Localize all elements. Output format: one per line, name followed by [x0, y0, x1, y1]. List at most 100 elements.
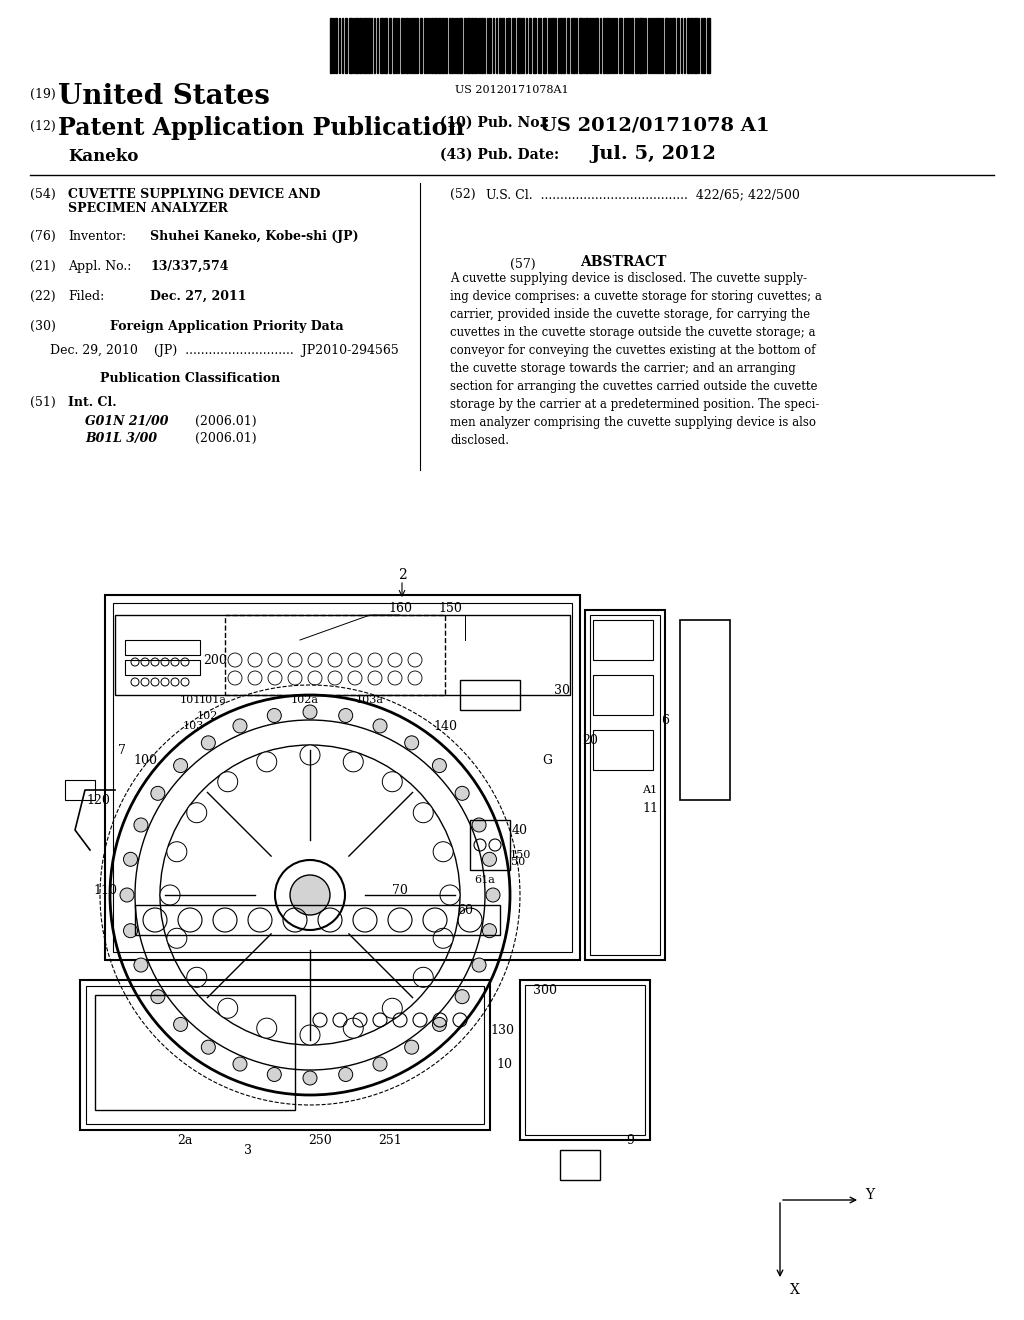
Circle shape [472, 818, 486, 832]
Bar [529, 18, 531, 73]
Bar [691, 18, 693, 73]
Bar [335, 18, 337, 73]
Bar [560, 18, 562, 73]
Bar [543, 18, 546, 73]
Bar [665, 18, 668, 73]
Text: 102a: 102a [291, 696, 319, 705]
Bar [680, 620, 730, 800]
Text: A cuvette supplying device is disclosed. The cuvette supply-
ing device comprise: A cuvette supplying device is disclosed.… [450, 272, 822, 447]
Text: X: X [790, 1283, 800, 1298]
Text: (21): (21) [30, 260, 55, 273]
Bar [95, 995, 295, 1110]
Bar [445, 18, 447, 73]
Text: (51): (51) [30, 396, 55, 409]
Circle shape [134, 958, 147, 972]
Circle shape [218, 998, 238, 1018]
Bar [567, 18, 569, 73]
Bar [438, 18, 441, 73]
Bar [631, 18, 633, 73]
Text: 103a: 103a [356, 696, 384, 705]
Text: 7: 7 [118, 743, 126, 756]
Bar [703, 18, 705, 73]
Bar [593, 730, 653, 770]
Text: 10: 10 [496, 1059, 512, 1072]
Bar [464, 18, 466, 73]
Bar [585, 610, 665, 960]
Circle shape [404, 1040, 419, 1055]
Circle shape [167, 928, 186, 948]
Circle shape [303, 705, 317, 719]
Bar [677, 18, 679, 73]
Bar [380, 18, 383, 73]
Bar [359, 18, 361, 73]
Circle shape [404, 735, 419, 750]
Bar [389, 18, 391, 73]
Text: Filed:: Filed: [68, 290, 104, 304]
Circle shape [339, 709, 352, 722]
Text: (52): (52) [450, 187, 475, 201]
Bar [424, 18, 426, 73]
Bar [86, 986, 484, 1125]
Circle shape [433, 842, 454, 862]
Bar [603, 18, 605, 73]
Circle shape [275, 861, 345, 931]
Bar [65, 780, 95, 800]
Bar [552, 18, 554, 73]
Text: ABSTRACT: ABSTRACT [580, 255, 667, 269]
Circle shape [486, 888, 500, 902]
Text: 160: 160 [388, 602, 412, 615]
Text: (54): (54) [30, 187, 55, 201]
Bar [595, 18, 598, 73]
Circle shape [124, 924, 137, 937]
Text: 101a: 101a [199, 696, 227, 705]
Text: 60: 60 [457, 903, 473, 916]
Bar [135, 906, 500, 935]
Text: B01L 3/00: B01L 3/00 [85, 432, 157, 445]
Circle shape [134, 818, 147, 832]
Circle shape [151, 990, 165, 1003]
Circle shape [267, 709, 282, 722]
Text: 6: 6 [662, 714, 669, 726]
Bar [589, 18, 591, 73]
Bar [80, 979, 490, 1130]
Bar [416, 18, 418, 73]
Text: (10) Pub. No.:: (10) Pub. No.: [440, 116, 549, 129]
Text: 150: 150 [509, 850, 530, 861]
Text: (76): (76) [30, 230, 55, 243]
Text: Patent Application Publication: Patent Application Publication [58, 116, 465, 140]
Text: Int. Cl.: Int. Cl. [68, 396, 117, 409]
Text: (2006.01): (2006.01) [195, 414, 257, 428]
Text: 110: 110 [93, 883, 117, 896]
Text: Jul. 5, 2012: Jul. 5, 2012 [590, 145, 716, 162]
Text: Shuhei Kaneko, Kobe-shi (JP): Shuhei Kaneko, Kobe-shi (JP) [150, 230, 358, 243]
Bar [459, 18, 462, 73]
Text: (12): (12) [30, 120, 55, 133]
Circle shape [303, 1071, 317, 1085]
Bar [456, 18, 458, 73]
Bar [470, 820, 510, 870]
Bar [406, 18, 408, 73]
Text: 2a: 2a [177, 1134, 193, 1147]
Circle shape [432, 1018, 446, 1031]
Circle shape [440, 884, 460, 906]
Bar [345, 18, 347, 73]
Bar [420, 18, 422, 73]
Circle shape [455, 787, 469, 800]
Bar [592, 18, 594, 73]
Circle shape [202, 1040, 215, 1055]
Text: (30): (30) [30, 319, 56, 333]
Text: G: G [542, 754, 552, 767]
Bar [474, 18, 476, 73]
Circle shape [482, 924, 497, 937]
Circle shape [343, 1018, 364, 1038]
Text: 140: 140 [433, 719, 457, 733]
Circle shape [174, 1018, 187, 1031]
Bar [694, 18, 697, 73]
Text: (2006.01): (2006.01) [195, 432, 257, 445]
Bar [393, 18, 395, 73]
Text: Dec. 29, 2010    (JP)  ............................  JP2010-294565: Dec. 29, 2010 (JP) .....................… [50, 345, 398, 356]
Circle shape [174, 759, 187, 772]
Text: 120: 120 [86, 793, 110, 807]
Bar [573, 18, 575, 73]
Circle shape [257, 1018, 276, 1038]
